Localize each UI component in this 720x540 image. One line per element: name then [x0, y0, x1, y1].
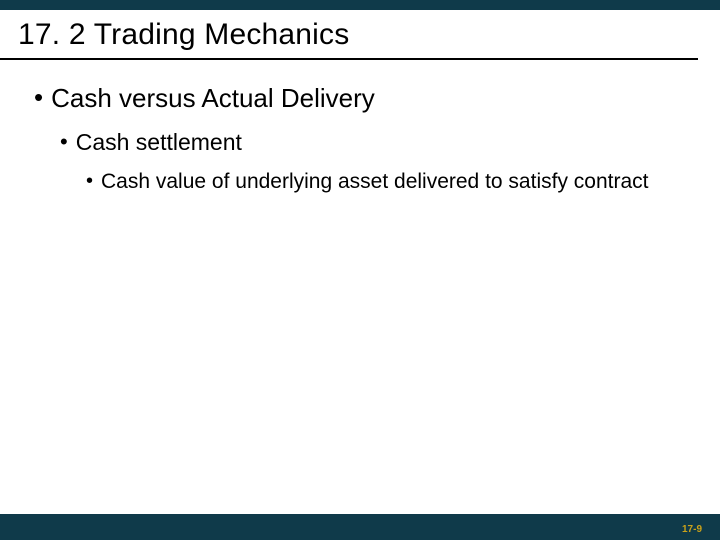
bullet-dot-icon: • — [34, 82, 43, 112]
bullet-l2-text: Cash settlement — [76, 128, 242, 156]
top-accent-bar — [0, 0, 720, 10]
bullet-l1-text: Cash versus Actual Delivery — [51, 82, 375, 114]
bullet-level1: • Cash versus Actual Delivery — [34, 82, 690, 114]
bullet-level3: • Cash value of underlying asset deliver… — [86, 168, 686, 195]
content-area: • Cash versus Actual Delivery • Cash set… — [0, 60, 720, 195]
bullet-dot-icon: • — [60, 128, 68, 156]
page-number: 17-9 — [682, 524, 702, 535]
bullet-l3-text: Cash value of underlying asset delivered… — [101, 168, 648, 195]
bullet-level2: • Cash settlement — [60, 128, 690, 156]
title-block: 17. 2 Trading Mechanics — [0, 10, 698, 60]
slide-title: 17. 2 Trading Mechanics — [18, 18, 349, 51]
bottom-accent-bar — [0, 514, 720, 540]
slide-container: 17. 2 Trading Mechanics • Cash versus Ac… — [0, 0, 720, 540]
bullet-dot-icon: • — [86, 168, 93, 194]
